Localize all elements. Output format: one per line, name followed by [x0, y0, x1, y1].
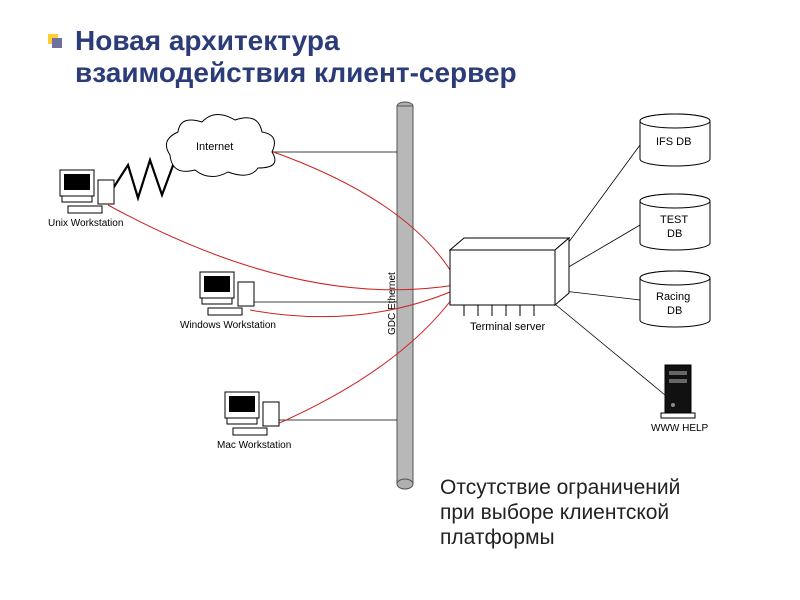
svg-text:TEST: TEST: [660, 214, 688, 226]
caption-line-2: при выборе клиентской: [440, 501, 669, 524]
mac-workstation-label: Mac Workstation: [217, 440, 291, 451]
racing-db: Racing DB Racing DB: [640, 271, 710, 327]
ifs-db-label: IFS DB: [656, 136, 691, 148]
svg-text:Racing: Racing: [656, 291, 690, 303]
ifs-db: IFS DB: [640, 114, 710, 166]
caption-line-1: Отсутствие ограничений: [440, 476, 680, 499]
test-db: TEST DB TEST DB: [640, 194, 710, 250]
www-help-label: WWW HELP: [651, 423, 709, 434]
unix-workstation-label: Unix Workstation: [48, 218, 123, 229]
windows-workstation-label: Windows Workstation: [180, 320, 276, 331]
terminal-server: Terminal server: [450, 238, 569, 333]
caption-line-3: платформы: [440, 526, 555, 549]
internet-label: Internet: [196, 141, 233, 153]
svg-text:DB: DB: [667, 305, 682, 317]
internet-cloud: Internet: [166, 114, 275, 176]
ethernet-bar: GDC Ethernet: [387, 102, 413, 489]
terminal-server-label: Terminal server: [470, 321, 546, 333]
svg-text:DB: DB: [667, 228, 682, 240]
mac-workstation: Mac Workstation: [217, 392, 291, 451]
ethernet-label: GDC Ethernet: [387, 272, 398, 335]
zigzag-connection: [112, 160, 175, 198]
unix-workstation: Unix Workstation: [48, 170, 123, 229]
windows-workstation: Windows Workstation: [180, 272, 276, 331]
caption-text: Отсутствие ограничений при выборе клиент…: [440, 475, 680, 551]
www-help-tower: WWW HELP: [651, 365, 709, 434]
